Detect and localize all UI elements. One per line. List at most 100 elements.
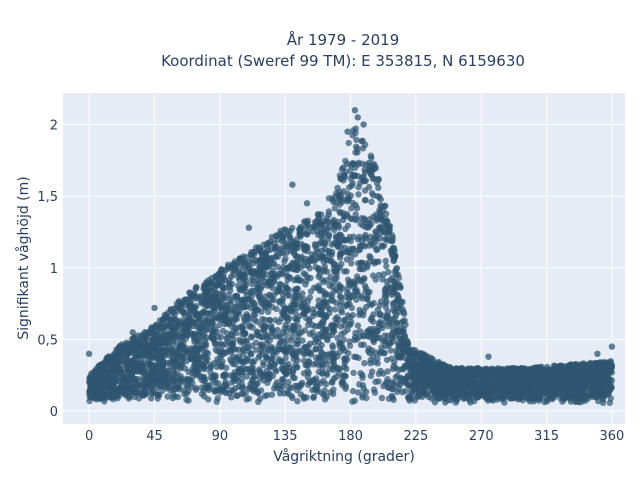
scatter-point bbox=[348, 260, 355, 267]
scatter-point bbox=[588, 377, 596, 384]
scatter-point bbox=[114, 391, 121, 398]
scatter-point bbox=[123, 378, 130, 386]
scatter-point bbox=[354, 389, 362, 396]
scatter-point bbox=[318, 311, 325, 318]
scatter-point bbox=[198, 377, 206, 384]
scatter-point bbox=[326, 365, 333, 373]
scatter-point bbox=[163, 332, 170, 339]
scatter-point bbox=[358, 237, 365, 244]
scatter-point bbox=[340, 188, 347, 195]
scatter-point bbox=[254, 380, 261, 387]
scatter-point bbox=[134, 350, 141, 357]
scatter-point bbox=[227, 301, 234, 309]
scatter-point bbox=[367, 171, 375, 178]
scatter-point bbox=[354, 173, 362, 180]
scatter-point bbox=[331, 306, 339, 313]
scatter-point bbox=[244, 262, 252, 269]
scatter-point bbox=[252, 257, 260, 264]
scatter-point bbox=[217, 340, 224, 347]
scatter-point bbox=[254, 285, 261, 293]
scatter-point bbox=[583, 368, 590, 375]
scatter-point bbox=[582, 397, 589, 405]
scatter-point bbox=[312, 383, 320, 391]
scatter-point bbox=[376, 193, 383, 201]
scatter-point bbox=[318, 342, 325, 349]
scatter-point bbox=[318, 233, 325, 240]
scatter-point bbox=[375, 378, 382, 385]
scatter-point bbox=[389, 232, 396, 239]
scatter-point bbox=[340, 196, 347, 203]
scatter-point bbox=[356, 311, 363, 319]
scatter-point bbox=[327, 389, 334, 396]
scatter-point bbox=[391, 288, 398, 296]
scatter-point bbox=[222, 267, 229, 274]
scatter-point bbox=[225, 291, 232, 298]
scatter-point bbox=[270, 260, 277, 268]
scatter-point bbox=[393, 347, 400, 354]
scatter-point bbox=[526, 377, 533, 385]
scatter-point bbox=[382, 342, 389, 350]
scatter-point bbox=[325, 208, 332, 215]
scatter-point bbox=[257, 347, 265, 354]
scatter-point bbox=[317, 380, 324, 387]
scatter-point bbox=[374, 306, 381, 314]
scatter-point bbox=[303, 348, 311, 355]
scatter-point bbox=[372, 235, 379, 243]
scatter-point bbox=[335, 222, 342, 229]
scatter-point bbox=[164, 393, 171, 400]
scatter-point bbox=[275, 342, 282, 349]
scatter-point bbox=[279, 249, 287, 257]
scatter-point bbox=[226, 283, 234, 290]
scatter-point bbox=[302, 223, 310, 231]
scatter-point bbox=[417, 360, 424, 367]
scatter-point bbox=[215, 359, 222, 366]
scatter-point bbox=[362, 220, 369, 227]
scatter-point bbox=[243, 302, 251, 310]
scatter-point bbox=[503, 393, 511, 400]
scatter-point bbox=[568, 383, 575, 390]
scatter-point bbox=[281, 258, 288, 265]
scatter-point bbox=[258, 308, 265, 315]
scatter-point bbox=[307, 224, 314, 231]
scatter-point bbox=[390, 338, 397, 345]
scatter-point bbox=[331, 205, 338, 212]
scatter-point bbox=[382, 300, 389, 307]
scatter-point bbox=[356, 265, 363, 272]
scatter-point bbox=[350, 233, 357, 240]
scatter-point bbox=[385, 269, 392, 276]
scatter-point bbox=[378, 217, 385, 224]
scatter-point bbox=[211, 306, 218, 313]
scatter-point bbox=[382, 257, 389, 265]
scatter-point bbox=[315, 265, 322, 272]
scatter-point bbox=[346, 294, 353, 301]
scatter-point bbox=[400, 326, 407, 333]
scatter-point bbox=[377, 235, 384, 242]
scatter-point bbox=[184, 332, 191, 339]
scatter-point bbox=[385, 384, 392, 391]
scatter-point bbox=[120, 344, 127, 351]
scatter-point bbox=[173, 338, 181, 345]
scatter-point bbox=[292, 259, 299, 266]
scatter-point bbox=[531, 377, 538, 384]
scatter-point bbox=[389, 394, 396, 401]
scatter-point bbox=[334, 335, 341, 342]
scatter-point bbox=[192, 384, 200, 392]
scatter-point bbox=[389, 246, 396, 254]
scatter-point bbox=[403, 378, 410, 386]
scatter-point bbox=[164, 379, 171, 386]
scatter-point bbox=[368, 189, 376, 197]
scatter-point bbox=[388, 379, 395, 386]
scatter-point bbox=[203, 334, 210, 341]
scatter-point bbox=[269, 271, 276, 278]
scatter-point bbox=[418, 388, 426, 395]
scatter-point bbox=[274, 385, 281, 392]
scatter-point bbox=[227, 372, 234, 379]
scatter-point bbox=[378, 394, 386, 402]
scatter-point bbox=[212, 272, 220, 280]
scatter-point bbox=[208, 327, 215, 334]
scatter-point bbox=[244, 365, 251, 373]
scatter-point bbox=[380, 242, 388, 249]
scatter-point bbox=[250, 374, 257, 381]
scatter-point bbox=[144, 374, 152, 381]
scatter-point bbox=[163, 322, 171, 330]
